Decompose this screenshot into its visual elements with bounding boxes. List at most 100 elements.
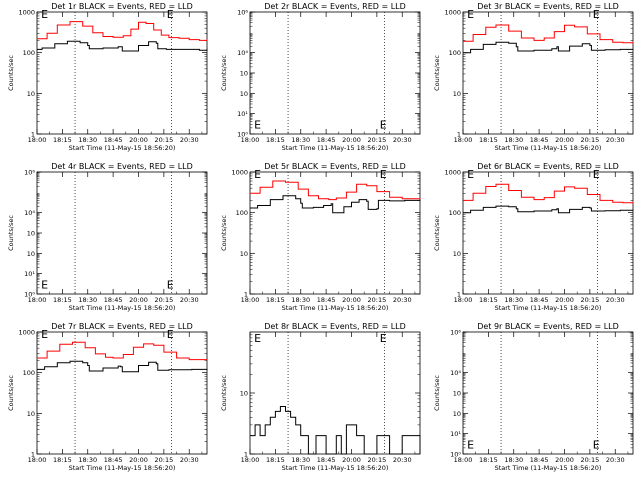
- detector-panel-9: Det 9r BLACK = Events, RED = LLD 10⁶ 10⁴ 10…: [433, 322, 633, 472]
- y-tick-label: 10⁶: [24, 169, 35, 177]
- x-tick-label: 20:15: [580, 456, 599, 464]
- y-tick-label: 1000: [18, 329, 35, 337]
- y-tick-label: 10⁶: [237, 9, 248, 17]
- x-tick-label: 20:30: [180, 456, 199, 464]
- y-axis-label: Counts/sec: [433, 215, 441, 251]
- plot-frame: [463, 12, 633, 134]
- y-tick-label: 10: [453, 250, 461, 258]
- y-axis-label: Counts/sec: [433, 375, 441, 411]
- x-tick-label: 18:00: [454, 456, 473, 464]
- y-tick-label: 1000: [444, 169, 461, 177]
- x-tick-label: 20:15: [154, 296, 173, 304]
- x-axis-label: Start Time (11-May-15 18:56:20): [69, 304, 176, 312]
- x-tick-label: 20:30: [393, 296, 412, 304]
- event-marker: E: [41, 8, 48, 21]
- event-marker: E: [593, 168, 600, 181]
- detector-panel-3: Det 3r BLACK = Events, RED = LLD10001001…: [433, 2, 633, 152]
- x-tick-label: 18:45: [104, 136, 123, 144]
- x-tick-label: 20:15: [367, 136, 386, 144]
- x-tick-label: 18:15: [479, 136, 498, 144]
- x-tick-label: 18:30: [504, 296, 523, 304]
- y-axis-label: Counts/sec: [7, 375, 15, 411]
- x-tick-label: 18:45: [317, 456, 336, 464]
- y-tick-label: 10: [453, 90, 461, 98]
- x-tick-label: 20:30: [180, 296, 199, 304]
- plot-frame: [250, 332, 420, 454]
- event-marker: E: [593, 8, 600, 21]
- x-axis-label: Start Time (11-May-15 18:56:20): [495, 464, 602, 472]
- x-tick-label: 18:30: [504, 136, 523, 144]
- x-tick-label: 18:15: [479, 456, 498, 464]
- x-tick-label: 18:00: [454, 136, 473, 144]
- x-tick-label: 20:00: [555, 296, 574, 304]
- detector-panel-8: Det 8r BLACK = Events, RED = LLD 10 118:00…: [220, 322, 420, 472]
- x-tick-label: 20:30: [606, 136, 625, 144]
- event-marker: E: [467, 168, 474, 181]
- x-axis-label: Start Time (11-May-15 18:56:20): [69, 464, 176, 472]
- y-tick-label: 1000: [231, 169, 248, 177]
- event-marker: E: [167, 278, 174, 291]
- x-tick-label: 18:15: [266, 296, 285, 304]
- lld-series-line: [463, 184, 633, 203]
- event-marker: E: [380, 332, 387, 345]
- x-tick-label: 18:45: [530, 296, 549, 304]
- y-tick-label: 10¹: [237, 110, 248, 118]
- detector-panel-1: Det 1r BLACK = Events, RED = LLD 1000 100 1…: [7, 2, 207, 152]
- lld-series-line: [250, 181, 420, 200]
- x-tick-label: 18:00: [241, 296, 260, 304]
- x-tick-label: 18:15: [53, 456, 72, 464]
- y-tick-label: 10⁳: [453, 390, 461, 398]
- x-tick-label: 18:30: [78, 136, 97, 144]
- x-axis-label: Start Time (11-May-15 18:56:20): [495, 304, 602, 312]
- event-marker: E: [41, 278, 48, 291]
- event-marker: E: [467, 8, 474, 21]
- x-tick-label: 20:15: [154, 136, 173, 144]
- x-tick-label: 20:30: [606, 456, 625, 464]
- x-tick-label: 18:00: [241, 136, 260, 144]
- event-marker: E: [254, 168, 261, 181]
- detector-panel-5: Det 5r BLACK = Events, RED = LLD 1000 100 1…: [220, 162, 420, 312]
- y-tick-label: 10: [240, 390, 248, 398]
- y-tick-label: 100: [449, 209, 461, 217]
- y-tick-label: 10: [27, 410, 35, 418]
- detector-panel-4: Det 4r BLACK = Events, RED = LLD 10⁶ 10⁴ 10…: [7, 162, 207, 312]
- y-axis-label: Counts/sec: [220, 55, 228, 91]
- x-tick-label: 18:00: [28, 136, 47, 144]
- y-axis-label: Counts/sec: [220, 215, 228, 251]
- y-tick-label: 10⁳: [27, 230, 35, 238]
- x-axis-label: Start Time (11-May-15 18:56:20): [69, 144, 176, 152]
- events-series-line: [250, 196, 420, 213]
- x-tick-label: 18:30: [504, 456, 523, 464]
- x-tick-label: 20:15: [367, 296, 386, 304]
- event-marker: E: [593, 438, 600, 451]
- y-tick-label: 10: [240, 250, 248, 258]
- y-tick-label: 10⁴: [237, 49, 248, 57]
- x-axis-label: Start Time (11-May-15 18:56:20): [282, 144, 389, 152]
- lld-series-line: [463, 25, 633, 43]
- x-tick-label: 20:00: [342, 136, 361, 144]
- x-tick-label: 20:00: [555, 456, 574, 464]
- x-tick-label: 18:00: [241, 456, 260, 464]
- x-tick-label: 20:15: [580, 136, 599, 144]
- x-tick-label: 18:00: [28, 296, 47, 304]
- y-tick-label: 10⁶: [450, 329, 461, 337]
- plot-frame: [463, 332, 633, 454]
- event-marker: E: [167, 328, 174, 341]
- x-tick-label: 18:15: [266, 456, 285, 464]
- y-axis-label: Counts/sec: [7, 55, 15, 91]
- plot-frame: [37, 12, 207, 134]
- y-tick-label: 10: [27, 90, 35, 98]
- x-tick-label: 20:30: [393, 136, 412, 144]
- x-tick-label: 18:45: [104, 296, 123, 304]
- y-tick-label: 10⁴: [24, 209, 35, 217]
- x-tick-label: 20:00: [342, 456, 361, 464]
- events-series-line: [37, 361, 207, 372]
- detector-panel-6: Det 6r BLACK = Events, RED = LLD 1000 100 1…: [433, 162, 633, 312]
- x-tick-label: 18:30: [78, 456, 97, 464]
- x-tick-label: 18:30: [291, 136, 310, 144]
- y-axis-label: Counts/sec: [433, 55, 441, 91]
- y-tick-label: 10⁲: [27, 250, 35, 258]
- x-tick-label: 18:00: [28, 456, 47, 464]
- panel-title: Det 4r BLACK = Events, RED = LLD: [51, 162, 193, 171]
